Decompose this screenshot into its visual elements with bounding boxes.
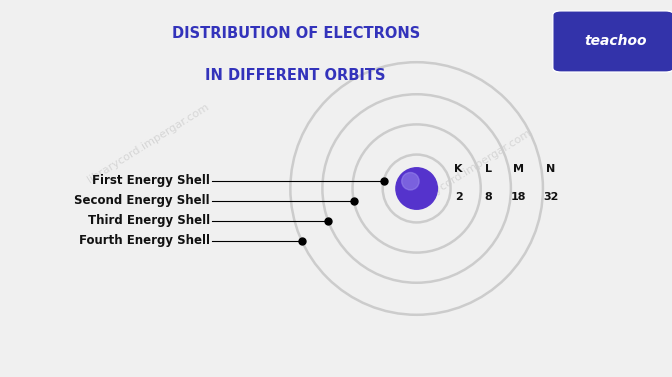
Text: 32: 32 <box>543 193 558 202</box>
Text: K: K <box>454 164 463 175</box>
Text: DISTRIBUTION OF ELECTRONS: DISTRIBUTION OF ELECTRONS <box>171 26 420 41</box>
Text: L: L <box>485 164 492 175</box>
Text: Third Energy Shell: Third Energy Shell <box>88 214 210 227</box>
Circle shape <box>402 173 419 190</box>
Text: M: M <box>513 164 524 175</box>
Text: N: N <box>546 164 556 175</box>
Text: librarycord.impergar.com: librarycord.impergar.com <box>408 128 533 211</box>
FancyBboxPatch shape <box>553 11 672 72</box>
Text: 8: 8 <box>485 193 493 202</box>
Text: 2: 2 <box>455 193 462 202</box>
Text: First Energy Shell: First Energy Shell <box>92 174 210 187</box>
Text: librarycord.impergar.com: librarycord.impergar.com <box>85 101 210 185</box>
Text: Second Energy Shell: Second Energy Shell <box>75 194 210 207</box>
Circle shape <box>396 168 437 209</box>
Text: Fourth Energy Shell: Fourth Energy Shell <box>79 234 210 247</box>
Text: 18: 18 <box>511 193 527 202</box>
Text: IN DIFFERENT ORBITS: IN DIFFERENT ORBITS <box>206 68 386 83</box>
Text: teachoo: teachoo <box>584 34 646 49</box>
